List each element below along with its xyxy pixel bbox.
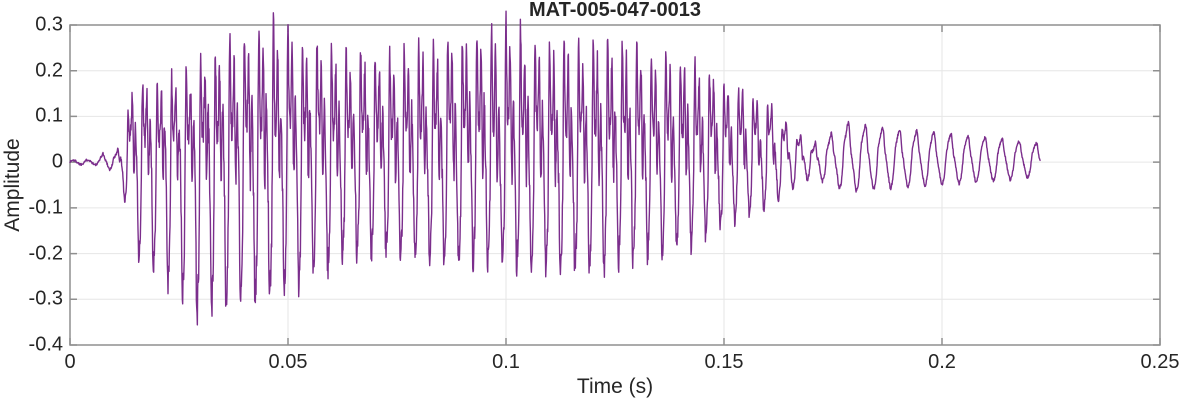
x-tick-label: 0.15 [704,351,744,373]
x-tick-label: 0.25 [1140,351,1180,373]
x-tick-label: 0.1 [492,351,520,373]
y-tick-label: 0.1 [35,104,63,127]
y-tick-label: 0.2 [35,59,63,82]
y-tick-label: 0.3 [35,13,63,36]
y-tick-label: -0.4 [28,333,63,356]
y-tick-label: -0.3 [28,287,63,310]
chart-title: MAT-005-047-0013 [529,0,701,21]
x-tick-label: 0 [64,351,76,373]
x-tick-label: 0.2 [928,351,956,373]
y-tick-label: -0.1 [28,196,63,219]
y-tick-label: 0 [51,150,63,173]
x-axis-label: Time (s) [576,375,654,398]
x-tick-label: 0.05 [268,351,308,373]
y-tick-label: -0.2 [28,242,63,265]
